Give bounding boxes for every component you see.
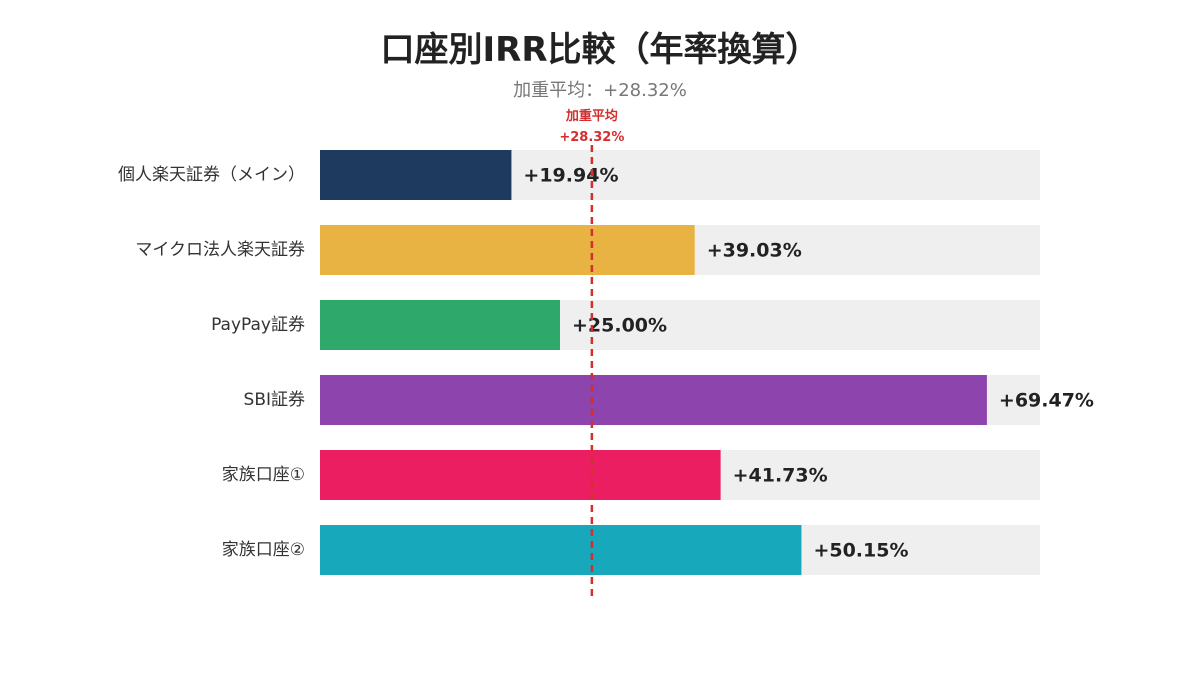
chart-subtitle: 加重平均：+28.32% bbox=[513, 80, 687, 101]
value-label: +69.47% bbox=[999, 390, 1094, 412]
weighted-average-label: 加重平均 bbox=[565, 108, 618, 124]
category-label: PayPay証券 bbox=[211, 315, 305, 335]
value-label: +25.00% bbox=[572, 315, 667, 337]
category-label: 個人楽天証券（メイン） bbox=[118, 165, 305, 185]
chart-title: 口座別IRR比較（年率換算） bbox=[380, 30, 820, 70]
bar bbox=[320, 450, 721, 500]
value-label: +19.94% bbox=[523, 165, 618, 187]
value-label: +50.15% bbox=[813, 540, 908, 562]
category-label: 家族口座② bbox=[222, 540, 305, 560]
bar bbox=[320, 300, 560, 350]
value-label: +39.03% bbox=[707, 240, 802, 262]
category-label: 家族口座① bbox=[222, 465, 305, 485]
bar bbox=[320, 375, 987, 425]
bar bbox=[320, 150, 512, 200]
category-label: SBI証券 bbox=[244, 390, 305, 410]
weighted-average-value: +28.32% bbox=[559, 130, 624, 145]
bar bbox=[320, 225, 695, 275]
category-label: マイクロ法人楽天証券 bbox=[135, 240, 305, 260]
value-label: +41.73% bbox=[733, 465, 828, 487]
bar bbox=[320, 525, 802, 575]
